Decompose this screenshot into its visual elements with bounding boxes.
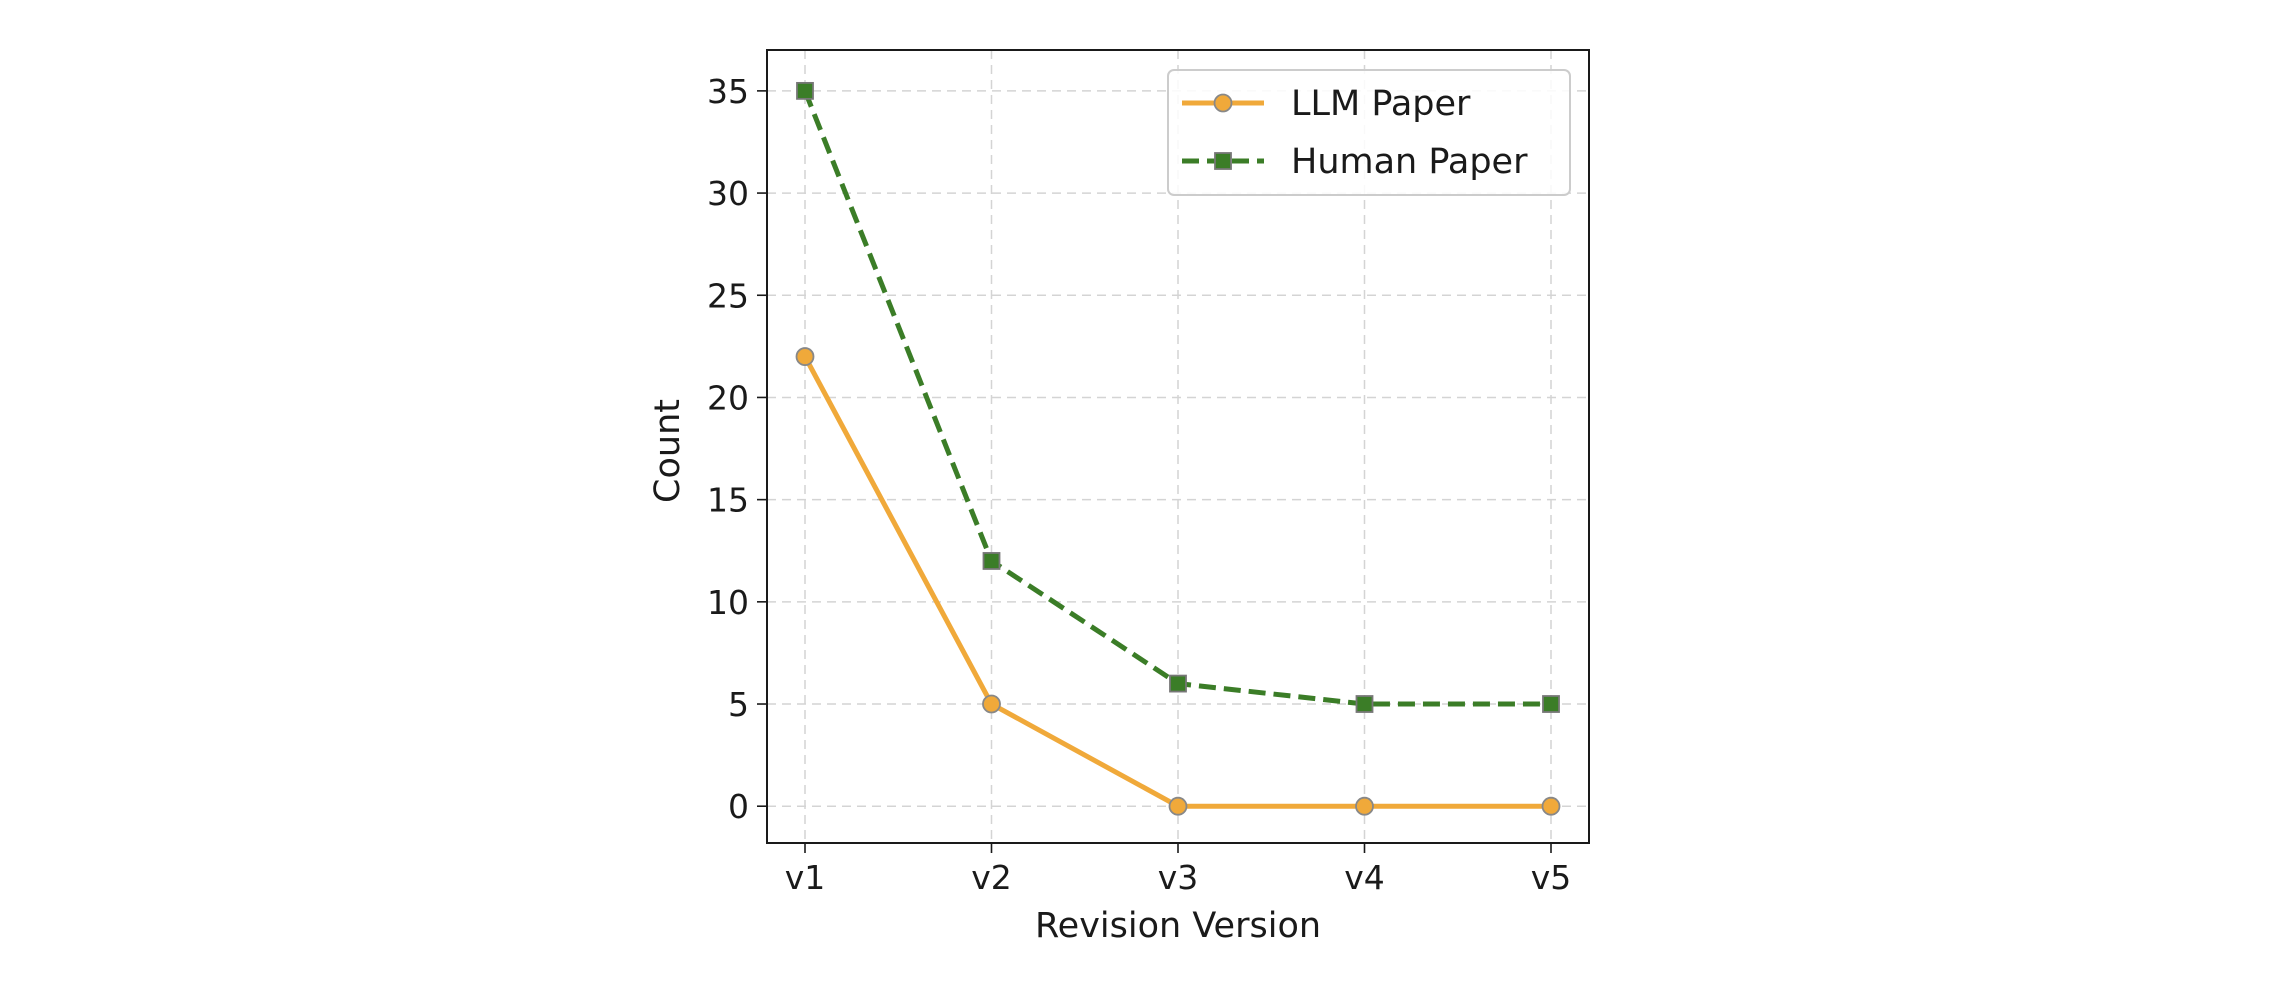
llm-paper-point	[1355, 796, 1374, 816]
llm-paper-legend-label: LLM Paper	[1291, 84, 1471, 124]
axis-ticks: v1 v2 v3 v4 v5 0 5 10 15 20 25 30 35	[707, 72, 1571, 897]
human-paper-point	[982, 552, 1001, 570]
llm-paper-point	[1168, 796, 1188, 816]
human-paper-legend-marker	[1214, 152, 1232, 170]
y-tick-label: 30	[707, 174, 749, 213]
x-tick-label: v1	[785, 858, 826, 897]
llm-paper-point	[982, 694, 1001, 714]
series-layer	[795, 81, 1561, 816]
legend: LLM Paper Human Paper	[1167, 69, 1571, 196]
x-tick-label: v2	[971, 858, 1012, 897]
x-tick-label: v5	[1531, 858, 1572, 897]
llm-paper-point	[1541, 796, 1561, 816]
y-axis-title: Count	[648, 399, 688, 503]
y-tick-label: 0	[728, 787, 749, 826]
llm-paper-series	[795, 347, 1561, 816]
y-tick-label: 15	[707, 481, 749, 520]
y-tick-label: 10	[707, 583, 749, 622]
y-tick-label: 20	[707, 378, 749, 417]
human-paper-point	[1169, 674, 1187, 693]
llm-paper-legend-marker	[1213, 93, 1233, 113]
legend-item-human-paper: Human Paper	[1182, 142, 1528, 182]
human-paper-legend-label: Human Paper	[1291, 142, 1528, 182]
legend-frame	[1167, 69, 1571, 196]
llm-paper-point	[795, 347, 815, 366]
y-tick-label: 25	[707, 276, 749, 315]
human-paper-series	[796, 81, 1560, 713]
x-tick-label: v3	[1158, 858, 1199, 897]
y-tick-label: 35	[707, 72, 749, 111]
x-tick-label: v4	[1344, 858, 1385, 897]
legend-item-llm-paper: LLM Paper	[1182, 84, 1471, 124]
human-paper-point	[796, 81, 814, 100]
x-axis-title: Revision Version	[1035, 906, 1321, 946]
human-paper-point	[1542, 695, 1560, 713]
y-tick-label: 5	[728, 685, 749, 724]
human-paper-point	[1355, 695, 1374, 713]
